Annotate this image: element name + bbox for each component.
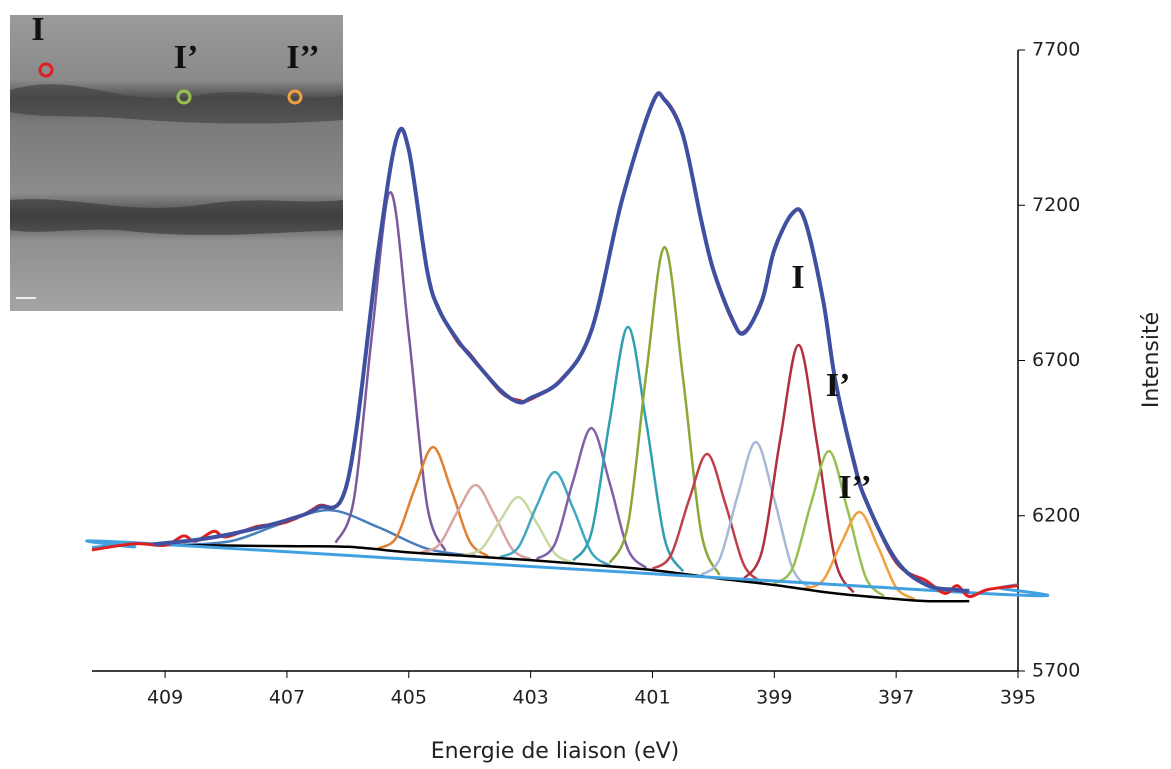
tem-wall <box>10 199 343 235</box>
spectrum-line <box>85 539 1050 598</box>
x-axis-title: Energie de liaison (eV) <box>431 739 680 764</box>
y-tick-label: 7200 <box>1032 194 1080 216</box>
x-tick-label: 409 <box>147 687 183 709</box>
spectrum-line <box>377 445 489 558</box>
x-tick-label: 401 <box>634 687 670 709</box>
peak-label: I’ <box>826 367 851 404</box>
y-tick-label: 7700 <box>1032 39 1080 61</box>
x-tick-label: 403 <box>512 687 548 709</box>
spectrum-line <box>572 325 685 573</box>
spectrum-line <box>152 543 970 603</box>
spectrum-line <box>773 449 885 598</box>
y-axis-title: Intensité <box>1139 312 1164 408</box>
y-tick-label: 5700 <box>1032 660 1080 682</box>
x-tick-label: 397 <box>878 687 914 709</box>
tem-image <box>10 15 343 311</box>
spectrum-line <box>152 91 970 593</box>
spectrum-line <box>742 343 855 594</box>
tem-wall <box>10 84 343 124</box>
spectrum-line <box>463 495 574 564</box>
marker <box>176 89 192 105</box>
tem-inset: I I’ I’’ <box>10 11 343 311</box>
marker <box>38 62 54 78</box>
spectrum-line <box>499 470 611 567</box>
x-tick-label: 405 <box>391 687 427 709</box>
x-tick-label: 399 <box>756 687 792 709</box>
spectrum-line <box>651 452 763 584</box>
spectrum-line <box>183 508 476 558</box>
marker <box>287 89 303 105</box>
peak-label: I <box>791 259 804 296</box>
x-tick-label: 395 <box>1000 687 1036 709</box>
spectrum-line <box>608 245 721 576</box>
inset-label: I <box>31 11 44 48</box>
spectrum-line <box>535 426 648 569</box>
y-tick-label: 6700 <box>1032 349 1080 371</box>
spectrum-line <box>420 483 532 561</box>
y-tick-label: 6200 <box>1032 504 1080 526</box>
x-tick-label: 407 <box>269 687 305 709</box>
spectrum-line <box>334 190 447 552</box>
inset-label: I’ <box>174 39 199 76</box>
inset-label: I’’ <box>286 39 319 76</box>
peak-label: I’’ <box>838 469 871 506</box>
